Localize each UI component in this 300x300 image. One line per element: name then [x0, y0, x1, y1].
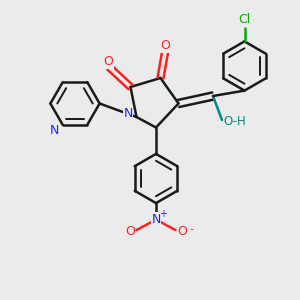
Text: +: + — [159, 209, 167, 219]
Text: O: O — [177, 225, 187, 238]
Text: O: O — [125, 225, 135, 238]
Text: N: N — [50, 124, 59, 137]
Text: Cl: Cl — [238, 13, 250, 26]
Text: O: O — [160, 39, 170, 52]
Text: O: O — [103, 55, 113, 68]
Text: -: - — [189, 224, 193, 234]
Text: N: N — [123, 107, 133, 120]
Text: N: N — [151, 213, 161, 226]
Text: O-H: O-H — [223, 115, 246, 128]
